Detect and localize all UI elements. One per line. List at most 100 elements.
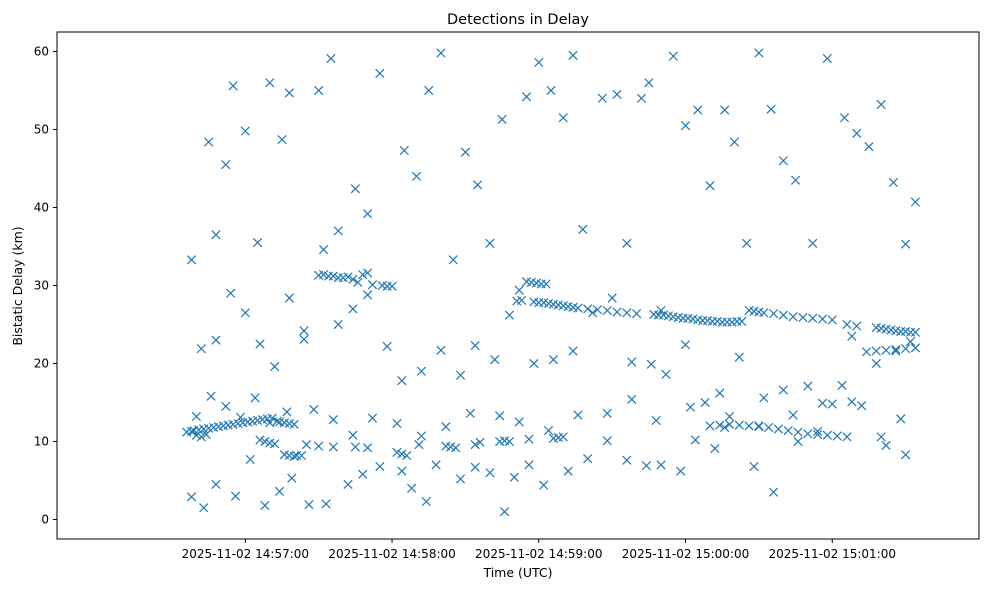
data-point bbox=[470, 462, 480, 472]
data-point bbox=[822, 430, 832, 440]
data-point bbox=[240, 308, 250, 318]
data-point bbox=[888, 177, 899, 188]
data-point bbox=[497, 114, 507, 124]
y-axis: 0 10 20 30 40 50 60 bbox=[34, 45, 57, 527]
data-point bbox=[314, 441, 324, 451]
data-point bbox=[358, 269, 368, 280]
data-point bbox=[318, 244, 329, 255]
data-point bbox=[602, 436, 612, 446]
data-point bbox=[267, 413, 277, 423]
data-point bbox=[343, 479, 353, 490]
data-point bbox=[314, 85, 324, 96]
data-point bbox=[724, 419, 735, 429]
data-point bbox=[348, 430, 358, 440]
data-point bbox=[301, 439, 312, 450]
data-point bbox=[252, 237, 263, 248]
data-point bbox=[186, 426, 197, 436]
data-point bbox=[326, 53, 336, 64]
data-point bbox=[495, 411, 505, 421]
data-point bbox=[362, 268, 373, 278]
data-point bbox=[905, 337, 916, 347]
data-point bbox=[509, 472, 519, 483]
data-point bbox=[734, 352, 744, 362]
data-point bbox=[558, 113, 568, 123]
data-point bbox=[876, 99, 886, 110]
data-point bbox=[387, 281, 397, 291]
data-point bbox=[622, 238, 632, 249]
x-tick-label: 2025-11-02 14:57:00 bbox=[182, 547, 309, 561]
data-point bbox=[470, 340, 480, 351]
data-point bbox=[852, 321, 862, 331]
data-point bbox=[597, 93, 607, 103]
data-point bbox=[402, 450, 412, 461]
data-point bbox=[871, 346, 881, 356]
data-point bbox=[436, 345, 446, 355]
data-point bbox=[715, 420, 725, 430]
data-point bbox=[274, 486, 285, 497]
data-point bbox=[362, 290, 373, 300]
data-point bbox=[265, 418, 275, 428]
data-point bbox=[754, 48, 764, 58]
data-point bbox=[490, 354, 500, 365]
data-point bbox=[612, 307, 622, 317]
data-point bbox=[284, 293, 294, 303]
data-point bbox=[901, 239, 911, 249]
y-tick-label: 0 bbox=[41, 513, 49, 527]
data-point bbox=[842, 432, 852, 442]
data-point bbox=[646, 359, 656, 369]
data-point bbox=[744, 421, 754, 431]
data-point bbox=[270, 361, 280, 372]
data-point bbox=[842, 319, 852, 330]
data-point bbox=[255, 339, 265, 349]
data-point bbox=[612, 89, 622, 100]
data-point bbox=[668, 51, 678, 61]
data-point bbox=[451, 443, 461, 453]
data-point bbox=[827, 315, 837, 325]
data-point bbox=[573, 303, 583, 313]
data-point bbox=[265, 78, 275, 88]
data-point bbox=[221, 159, 231, 170]
data-point bbox=[350, 184, 360, 194]
data-point bbox=[460, 147, 471, 157]
data-point bbox=[790, 175, 801, 185]
data-point bbox=[333, 226, 343, 236]
plot-area bbox=[181, 48, 921, 517]
data-point bbox=[680, 120, 691, 131]
chart-title: Detections in Delay bbox=[447, 12, 589, 28]
data-point bbox=[583, 304, 593, 314]
data-point bbox=[724, 411, 735, 422]
data-point bbox=[910, 197, 921, 207]
data-point bbox=[729, 137, 740, 147]
data-point bbox=[455, 474, 466, 484]
data-point bbox=[627, 357, 637, 367]
data-point bbox=[441, 422, 451, 432]
data-point bbox=[296, 450, 307, 461]
data-point bbox=[375, 68, 385, 78]
data-point bbox=[568, 346, 578, 356]
data-point bbox=[309, 404, 319, 415]
data-point bbox=[812, 429, 823, 440]
data-point bbox=[568, 50, 578, 61]
data-point bbox=[399, 145, 409, 156]
data-point bbox=[803, 429, 813, 439]
data-point bbox=[808, 238, 818, 249]
x-axis-label: Time (UTC) bbox=[482, 565, 552, 580]
data-point bbox=[191, 411, 202, 422]
data-point bbox=[847, 397, 857, 407]
data-point bbox=[793, 427, 803, 437]
data-point bbox=[768, 487, 779, 497]
data-point bbox=[362, 443, 373, 453]
data-point bbox=[228, 81, 238, 91]
data-point bbox=[504, 310, 515, 320]
data-point bbox=[766, 104, 776, 114]
data-point bbox=[881, 345, 891, 355]
data-point bbox=[587, 308, 598, 318]
plot-frame bbox=[56, 31, 980, 540]
data-point bbox=[778, 310, 788, 320]
data-point bbox=[304, 500, 314, 510]
data-point bbox=[705, 181, 715, 191]
data-point bbox=[778, 385, 788, 395]
data-point bbox=[871, 358, 881, 369]
data-point bbox=[847, 331, 857, 341]
